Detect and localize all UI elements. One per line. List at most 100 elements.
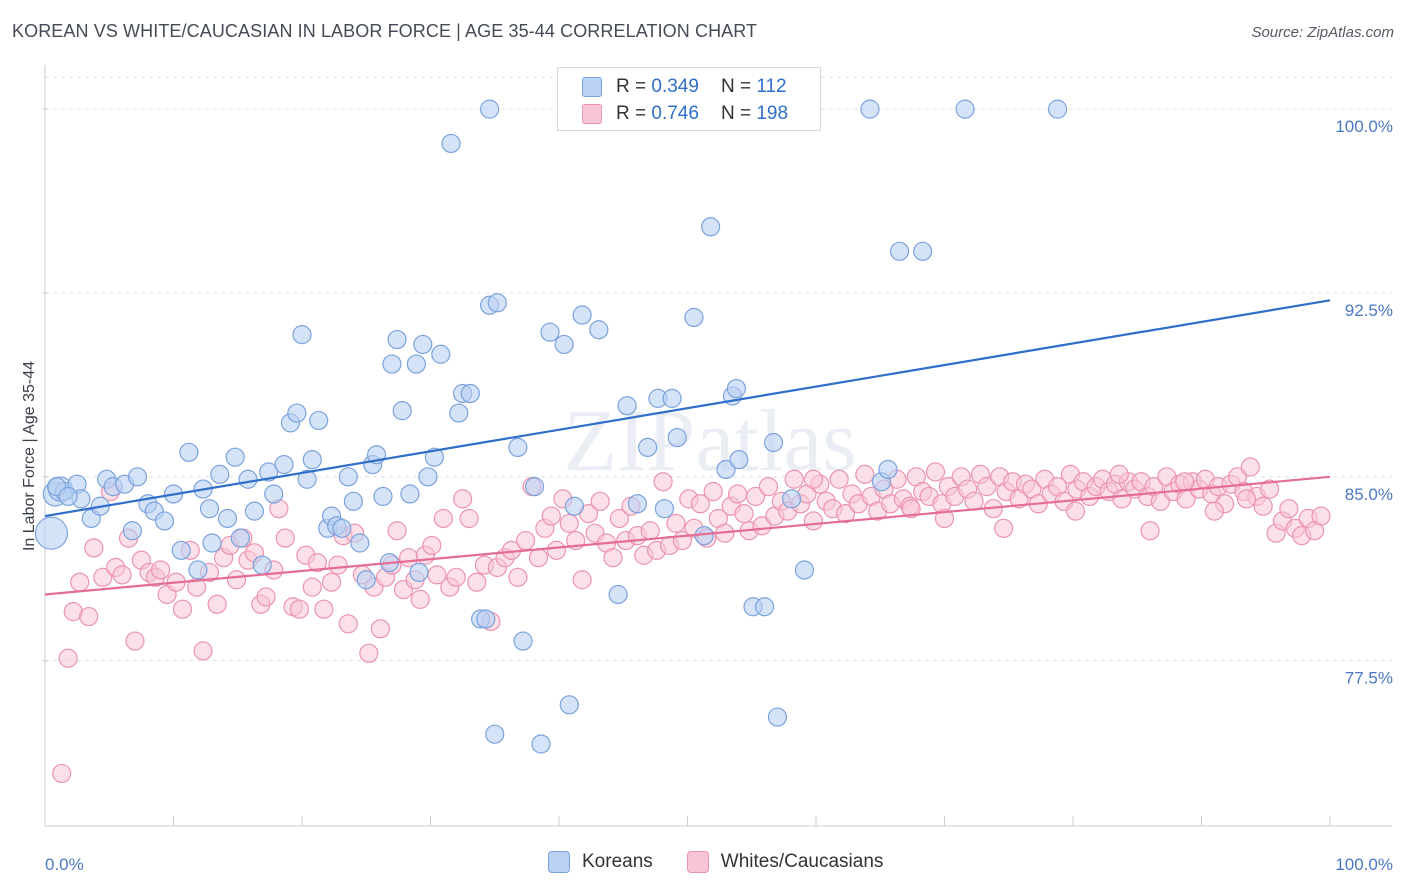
chart-title: KOREAN VS WHITE/CAUCASIAN IN LABOR FORCE… (12, 21, 758, 41)
series-swatch-whites (686, 851, 709, 873)
legend-n-label: N = (720, 76, 752, 97)
korean-point-79 (608, 584, 628, 605)
korean-point-68 (485, 724, 505, 744)
korean-point-21 (199, 499, 220, 519)
white-point-107 (734, 503, 754, 524)
korean-point-71 (524, 477, 545, 497)
korean-point-54 (406, 354, 426, 374)
white-point-201 (994, 518, 1014, 538)
korean-point-82 (638, 437, 658, 458)
korean-point-62 (460, 383, 480, 404)
white-point-137 (925, 462, 946, 482)
korean-point-19 (188, 560, 208, 580)
white-point-63 (453, 489, 473, 509)
series-label-koreans: Koreans (582, 851, 653, 872)
korean-point-52 (392, 401, 412, 421)
korean-point-70 (513, 631, 533, 651)
white-point-192 (1279, 499, 1299, 519)
white-point-1 (58, 648, 78, 668)
white-point-197 (1311, 506, 1331, 526)
korean-point-109 (58, 486, 78, 507)
white-point-84 (590, 491, 610, 511)
korean-point-34 (292, 325, 312, 345)
korean-trend-line (44, 299, 1331, 518)
white-point-36 (289, 599, 310, 619)
korean-point-59 (441, 133, 461, 154)
korean-point-95 (754, 597, 775, 617)
white-point-21 (193, 641, 213, 661)
korean-point-29 (258, 462, 279, 482)
legend-r-label: R = (616, 103, 647, 124)
white-point-126 (855, 464, 875, 484)
legend-r-value-koreans: 0.349 (651, 76, 699, 97)
korean-point-89 (701, 217, 721, 237)
white-point-198 (803, 469, 824, 489)
white-point-106 (728, 484, 748, 504)
korean-point-73 (540, 322, 560, 342)
korean-point-66 (487, 293, 507, 313)
series-legend-whites: Whites/Caucasians (686, 851, 883, 873)
korean-point-103 (878, 459, 898, 480)
white-point-9 (112, 565, 132, 585)
white-point-94 (653, 472, 673, 492)
white-point-204 (1140, 521, 1160, 541)
legend-n-value-koreans: 112 (756, 76, 787, 97)
white-point-26 (226, 570, 247, 590)
korean-point-45 (356, 570, 376, 590)
white-caucasian-points (52, 457, 1331, 784)
white-point-0 (52, 763, 72, 784)
korean-point-75 (559, 695, 579, 715)
white-point-122 (829, 469, 849, 489)
white-point-100 (690, 494, 710, 514)
white-point-60 (433, 508, 453, 529)
white-point-56 (410, 589, 430, 609)
white-point-96 (666, 513, 686, 533)
white-point-200 (934, 508, 955, 529)
white-point-109 (746, 486, 766, 507)
korean-point-27 (244, 501, 265, 521)
korean-point-36 (302, 450, 322, 470)
white-point-44 (338, 614, 358, 634)
korean-point-60 (449, 403, 469, 423)
white-point-11 (125, 631, 145, 651)
korean-point-23 (217, 508, 238, 529)
korean-point-107 (1047, 99, 1068, 119)
korean-point-93 (729, 450, 749, 470)
korean-point-67 (480, 99, 500, 119)
korean-point-42 (338, 467, 358, 487)
korean-point-12 (127, 467, 148, 487)
white-point-6 (93, 567, 113, 587)
korean-point-51 (387, 329, 407, 350)
korean-point-28 (252, 555, 272, 575)
white-point-40 (314, 599, 334, 619)
white-point-58 (422, 535, 442, 556)
white-point-207 (1236, 489, 1257, 509)
x-tick-label-1: 100.0% (1335, 855, 1393, 874)
korean-point-35 (297, 469, 317, 489)
white-point-47 (359, 643, 379, 663)
korean-point-105 (913, 241, 933, 261)
white-point-188 (1253, 496, 1273, 516)
white-point-186 (1240, 457, 1260, 477)
legend-row-koreans: R = 0.349 N = 112 (582, 74, 787, 100)
korean-point-87 (684, 307, 704, 328)
white-point-86 (603, 548, 623, 568)
white-point-65 (467, 572, 487, 592)
korean-point-18 (179, 442, 199, 462)
korean-point-25 (230, 528, 250, 548)
korean-point-0 (34, 516, 69, 550)
y-tick-label-1: 85.0% (1345, 485, 1393, 504)
white-point-4 (79, 606, 99, 627)
white-point-118 (803, 511, 824, 531)
korean-points (34, 99, 1068, 754)
white-point-206 (1204, 501, 1224, 521)
white-trend-line (44, 475, 1331, 596)
korean-point-104 (889, 241, 910, 261)
korean-point-101 (860, 99, 880, 119)
korean-point-72 (531, 734, 551, 754)
white-point-115 (784, 469, 804, 489)
korean-point-30 (264, 484, 284, 504)
korean-point-98 (781, 489, 802, 509)
white-point-203 (1109, 464, 1129, 484)
